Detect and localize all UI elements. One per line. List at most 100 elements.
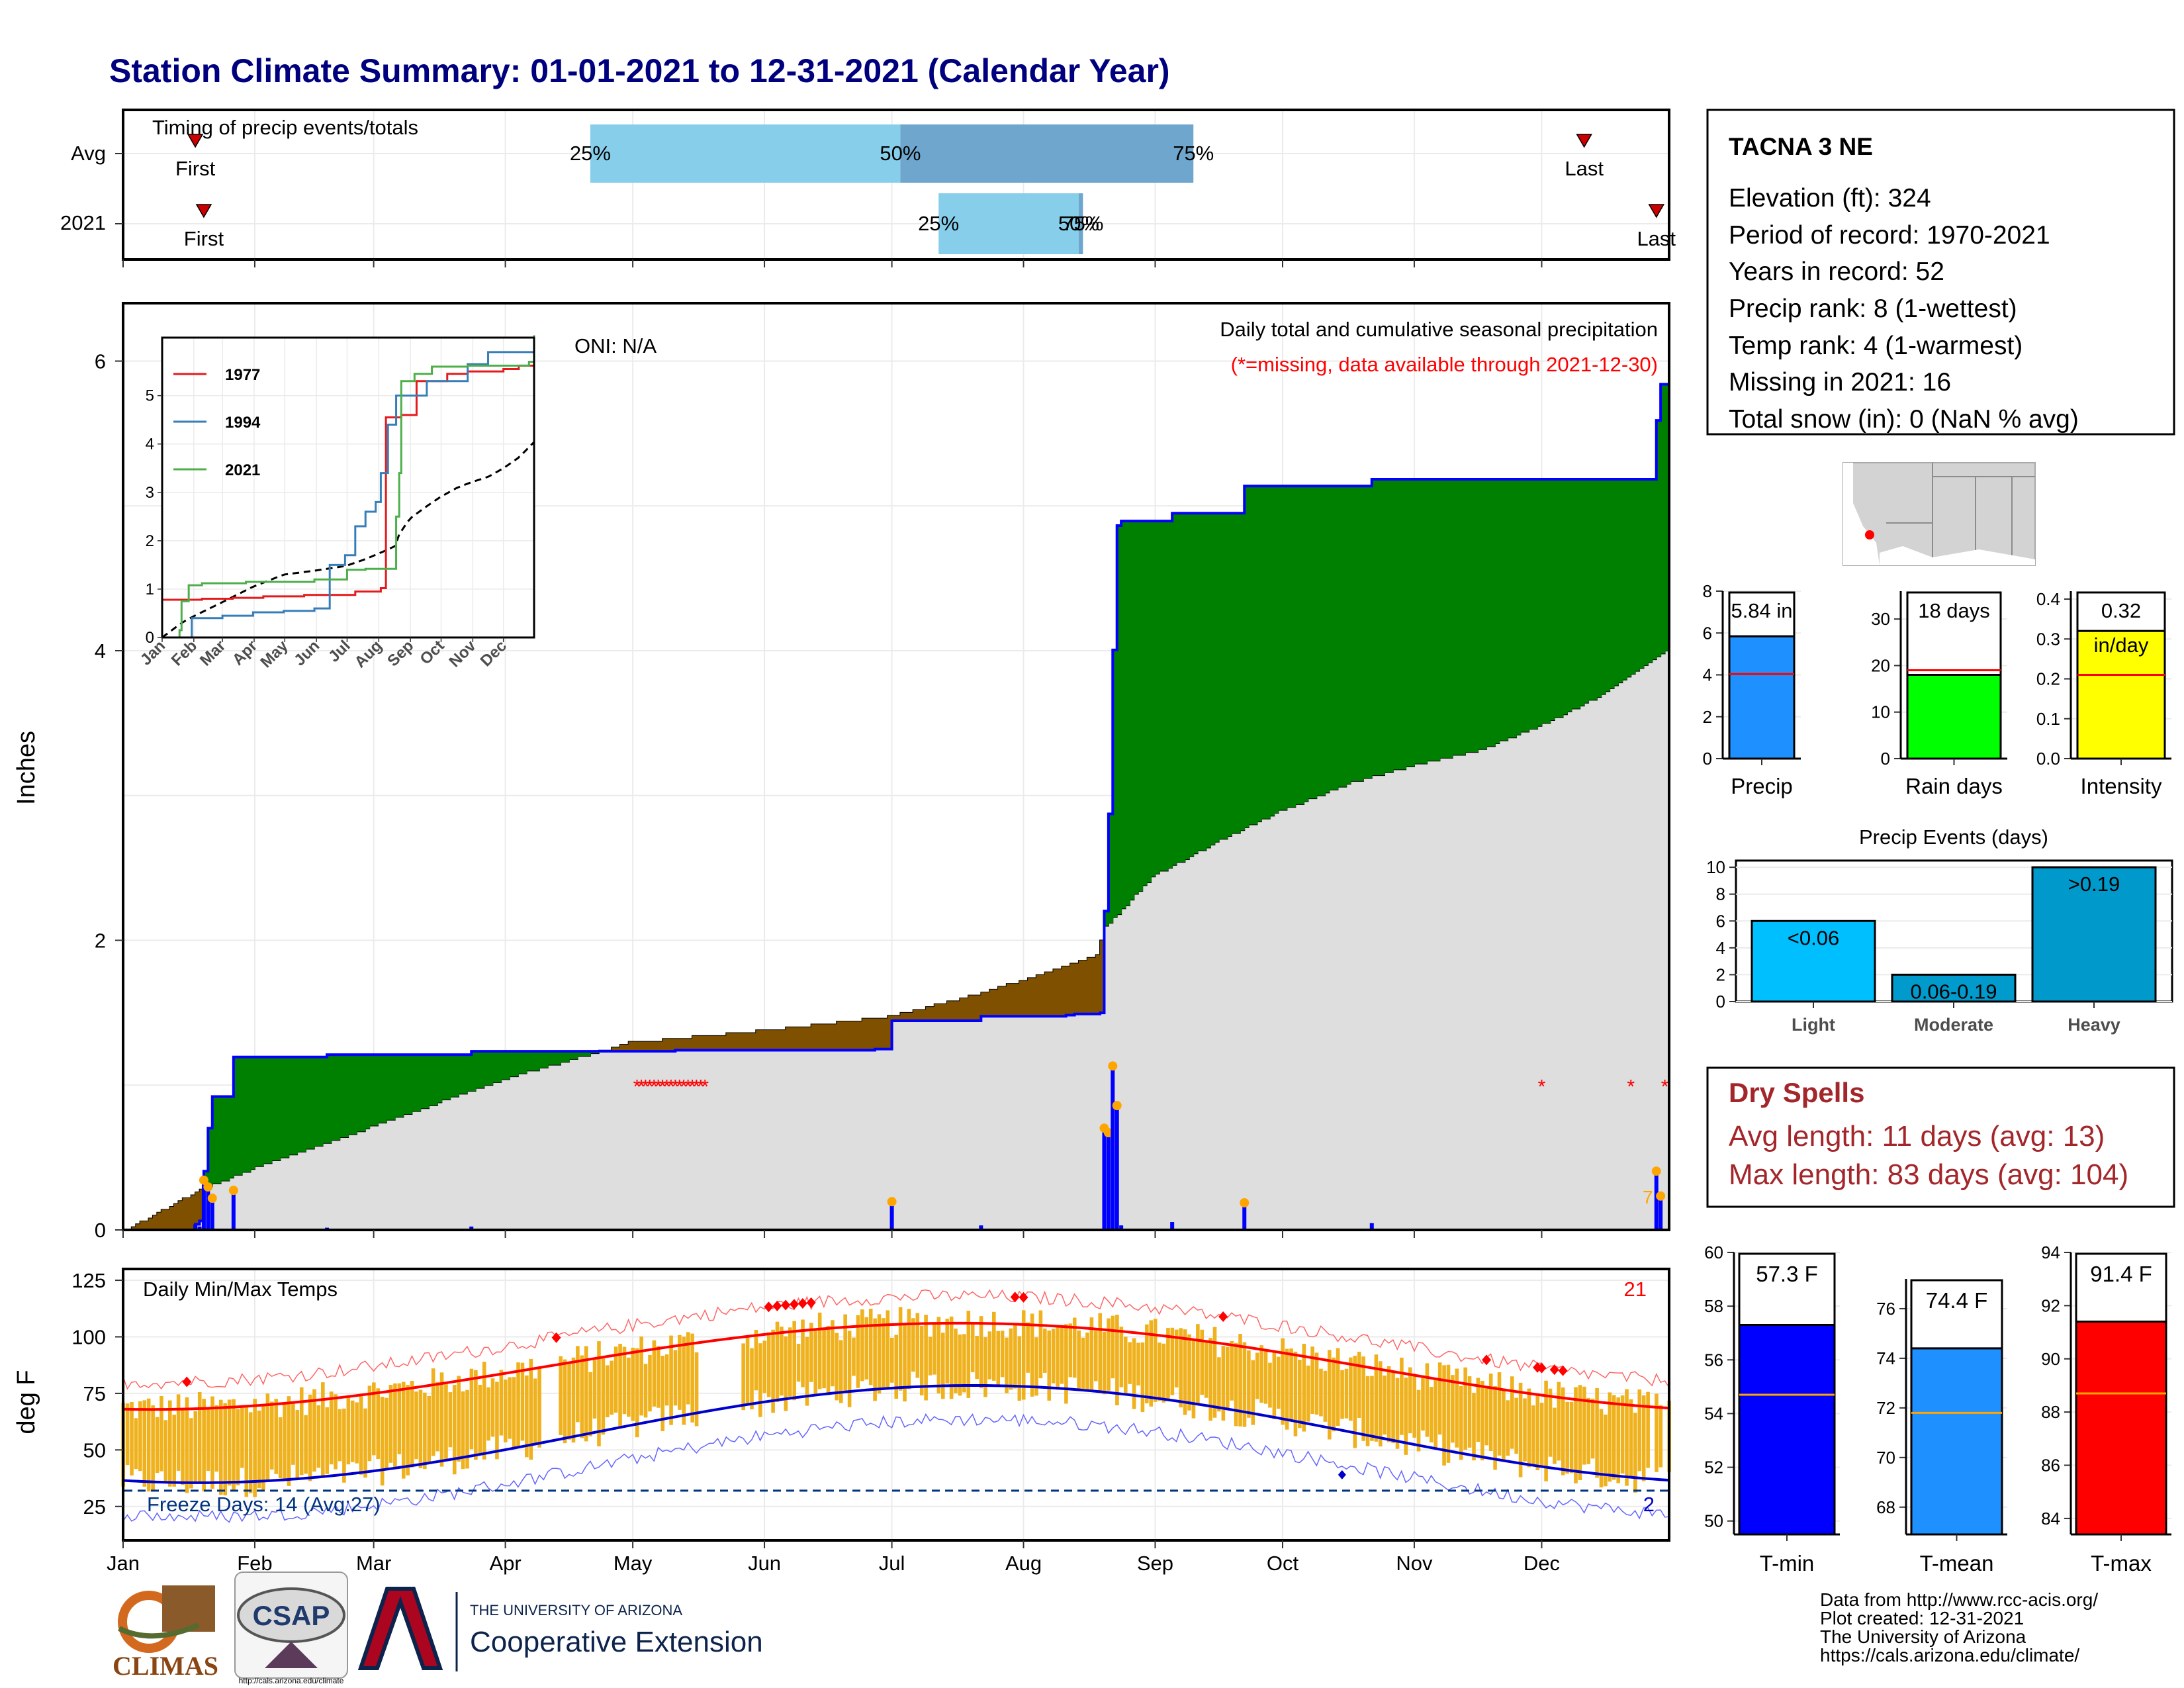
precip-above-average-fill (1287, 486, 1292, 808)
inset-series-1977 (162, 338, 535, 601)
daily-temp-bar (1132, 1338, 1136, 1409)
record-high-marker (1019, 1291, 1028, 1303)
stat-chart-intensity: 0.0 0.1 0.2 0.3 0.4 0.32 in/day Intensity (2036, 589, 2171, 798)
daily-temp-bar (1561, 1387, 1565, 1476)
precip-above-average-fill (216, 1096, 222, 1184)
missing-day-marker: * (688, 1076, 696, 1098)
precip-above-average-fill (577, 1051, 582, 1056)
precip-above-average-fill (1524, 479, 1530, 732)
precip-above-average-fill (1567, 479, 1572, 712)
precip-above-average-fill (394, 1055, 400, 1117)
stat-ytick-label: 6 (1703, 623, 1712, 643)
precip-above-average-fill (1325, 486, 1330, 793)
inset-legend-label: 1977 (225, 366, 260, 384)
daily-temp-bar (189, 1418, 193, 1489)
daily-precip-top-marker (203, 1182, 213, 1192)
precip-above-average-fill (318, 1056, 324, 1147)
record-high-marker (772, 1300, 782, 1311)
daily-temp-bar (1285, 1348, 1289, 1430)
freeze-days-label: Freeze Days: 14 (Avg:27) (147, 1493, 381, 1516)
daily-temp-bar (567, 1363, 571, 1440)
precip-above-average-fill (1601, 479, 1606, 694)
daily-temp-bar (244, 1407, 249, 1497)
precip-above-average-fill (1559, 479, 1564, 718)
daily-temp-bar (363, 1408, 367, 1478)
daily-temp-bar (529, 1358, 533, 1460)
precip-above-average-fill (1363, 486, 1369, 778)
precip-above-average-fill (1261, 486, 1267, 819)
daily-temp-bar (321, 1382, 325, 1477)
precip-below-average-fill (1002, 986, 1007, 1017)
daily-temp-bar (1174, 1329, 1179, 1387)
precip-below-average-fill (1100, 940, 1105, 1013)
inset-ytick-label: 5 (146, 387, 154, 405)
precip-above-average-fill (1592, 479, 1598, 700)
precip-above-average-fill (1269, 486, 1275, 816)
inset-month-label: Apr (229, 637, 261, 669)
events-category-label: Moderate (1914, 1015, 1993, 1035)
footer-line-source: Data from http://www.rcc-acis.org/ (1820, 1589, 2098, 1610)
precip-above-average-fill (445, 1055, 451, 1100)
daily-temp-bar (1034, 1337, 1038, 1396)
daily-temp-bar (1000, 1331, 1005, 1378)
daily-temp-bar (817, 1312, 822, 1389)
precip-below-average-fill (976, 995, 982, 1021)
precip-below-average-fill (726, 1033, 731, 1051)
precip-below-average-fill (883, 1018, 888, 1049)
daily-temp-bar (1535, 1395, 1540, 1471)
temp-stat-ytick-label: 76 (1876, 1299, 1895, 1319)
precip-below-average-fill (751, 1033, 757, 1051)
daily-temp-bar (1298, 1360, 1302, 1429)
daily-temp-bar (1565, 1401, 1569, 1474)
month-label: Jul (879, 1552, 905, 1575)
daily-temp-bar (1021, 1310, 1026, 1400)
precip-below-average-fill (828, 1024, 833, 1051)
record-high-marker (182, 1376, 192, 1387)
precip-above-average-fill (314, 1056, 320, 1147)
daily-temp-bar (592, 1360, 597, 1419)
precip-above-average-fill (539, 1051, 545, 1068)
precip-below-average-fill (717, 1035, 723, 1051)
daily-temp-bar (1098, 1313, 1103, 1393)
daily-temp-bar (1107, 1318, 1111, 1391)
temp-stat-ytick-label: 50 (1704, 1511, 1723, 1531)
daily-temp-bar (431, 1368, 435, 1456)
precip-above-average-fill (1291, 486, 1297, 808)
precip-below-average-fill (777, 1030, 782, 1051)
temp-ytick-label: 25 (83, 1495, 106, 1519)
precip-above-average-fill (263, 1056, 268, 1164)
timing-last-marker (1648, 204, 1665, 218)
precip-above-average-fill (378, 1055, 383, 1123)
daily-temp-bar (1404, 1378, 1408, 1455)
precip-below-average-fill (1078, 961, 1084, 1014)
temp-stat-ytick-label: 52 (1704, 1458, 1723, 1477)
precip-above-average-fill (1151, 521, 1156, 877)
precip-below-average-fill (713, 1035, 719, 1051)
precip-below-average-fill (879, 1018, 884, 1049)
daily-precip-bar (1102, 1128, 1107, 1230)
precip-below-average-fill (794, 1027, 799, 1051)
daily-temp-bar (423, 1392, 427, 1470)
daily-temp-bar (758, 1343, 762, 1417)
daily-temp-bar (928, 1336, 933, 1376)
precip-above-average-fill (1125, 521, 1130, 906)
daily-temp-bar (1518, 1382, 1523, 1477)
daily-temp-bar (643, 1364, 648, 1418)
precip-below-average-fill (989, 989, 995, 1017)
precip-above-average-fill (1155, 521, 1160, 874)
precip-below-average-fill (735, 1033, 740, 1051)
daily-temp-bar (856, 1315, 860, 1388)
temp-stat-value-label: 57.3 F (1756, 1262, 1818, 1286)
daily-temp-bar (1038, 1310, 1043, 1379)
daily-temp-bar (1268, 1362, 1272, 1408)
daily-temp-bar (1247, 1350, 1251, 1418)
daily-temp-bar (214, 1405, 219, 1472)
daily-temp-bar (283, 1403, 287, 1479)
average-max-line (122, 1321, 1670, 1411)
stat-ytick-label: 0.4 (2036, 589, 2060, 609)
station-location-dot (1865, 530, 1874, 539)
daily-temp-bar (1616, 1397, 1620, 1483)
precip-below-average-fill (649, 1041, 655, 1052)
daily-temp-bar (919, 1325, 924, 1395)
temp-stat-chart-t-min: 50 52 54 56 58 60 57.3 F T-min (1704, 1243, 1840, 1575)
